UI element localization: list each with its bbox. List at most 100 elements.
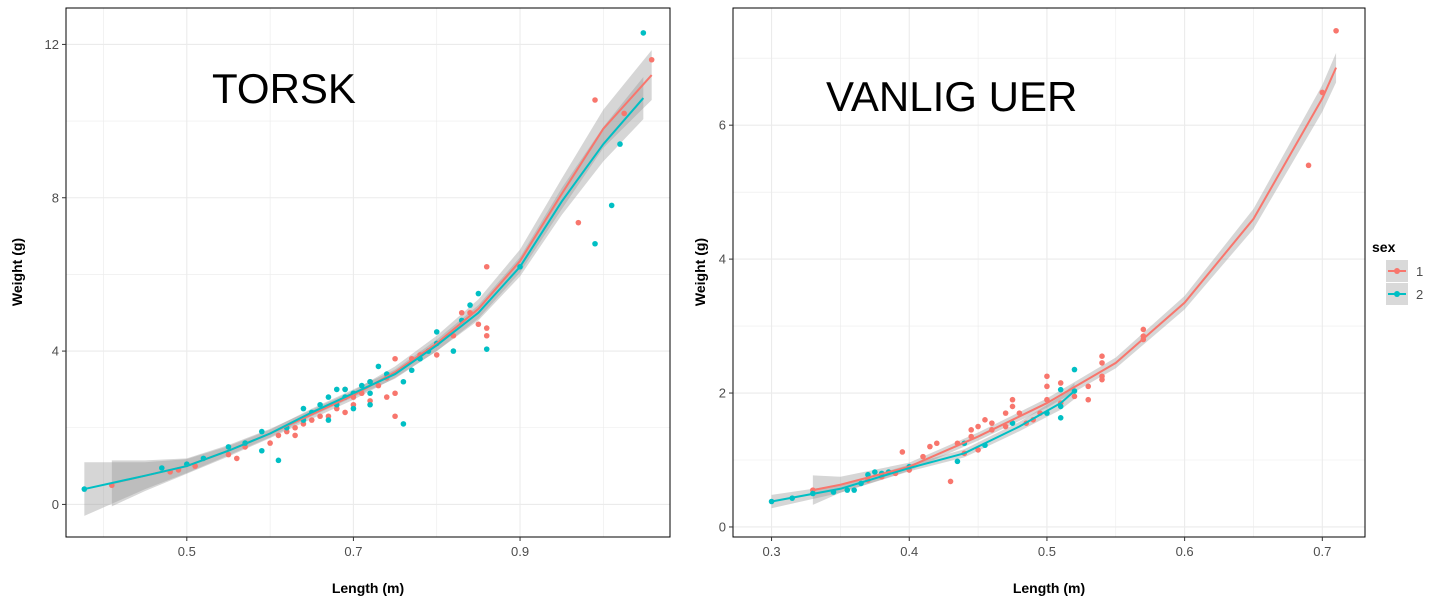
- data-point-sex-2: [258, 428, 265, 435]
- data-point-sex-1: [375, 382, 382, 389]
- data-point-sex-1: [1057, 380, 1064, 386]
- data-point-sex-2: [367, 378, 373, 385]
- data-point-sex-1: [947, 478, 954, 485]
- data-point-sex-1: [342, 409, 348, 416]
- y-tick-label: 0: [719, 519, 726, 534]
- data-point-sex-1: [927, 443, 933, 450]
- panel-title: TORSK: [212, 65, 356, 112]
- data-point-sex-1: [392, 413, 398, 420]
- data-point-sex-1: [975, 423, 981, 430]
- data-point-sex-2: [367, 390, 373, 397]
- data-point-sex-1: [242, 444, 248, 450]
- plot-border: [732, 7, 1366, 538]
- data-point-sex-1: [968, 427, 975, 433]
- confidence-band-sex-2: [84, 77, 644, 516]
- data-point-sex-1: [392, 355, 398, 362]
- x-tick-label: 0.5: [178, 544, 196, 559]
- data-point-sex-1: [350, 401, 357, 408]
- data-point-sex-1: [483, 263, 490, 270]
- data-point-sex-2: [954, 458, 961, 465]
- data-point-sex-1: [367, 398, 373, 404]
- data-point-sex-2: [872, 469, 878, 475]
- data-point-sex-1: [975, 447, 981, 453]
- x-tick-label: 0.6: [1176, 544, 1194, 559]
- data-point-sex-1: [300, 421, 307, 427]
- data-point-sex-1: [433, 352, 440, 358]
- legend-label-2: 2: [1416, 287, 1423, 302]
- data-point-sex-1: [325, 413, 332, 420]
- y-tick-label: 2: [719, 386, 726, 401]
- data-point-sex-1: [1044, 373, 1050, 380]
- data-point-sex-1: [1099, 360, 1105, 366]
- data-point-sex-1: [648, 56, 655, 63]
- y-tick-label: 8: [52, 190, 59, 205]
- data-point-sex-2: [225, 444, 232, 450]
- data-point-sex-1: [292, 432, 298, 439]
- data-point-sex-2: [475, 290, 482, 297]
- panel-torsk: 0.5 0.7 0.9 0 4 8 12 Length (m) Weight (g) TORSK: [9, 7, 671, 596]
- data-point-sex-2: [317, 401, 323, 408]
- data-point-sex-2: [408, 367, 415, 374]
- x-axis-label: Length (m): [332, 580, 404, 596]
- data-point-sex-1: [1002, 423, 1009, 430]
- data-point-sex-1: [317, 413, 323, 420]
- data-point-sex-1: [989, 420, 995, 426]
- data-point-sex-2: [81, 486, 88, 492]
- data-point-sex-1: [333, 405, 340, 412]
- data-point-sex-1: [1009, 396, 1016, 403]
- data-point-sex-1: [982, 417, 988, 423]
- data-point-sex-1: [1071, 393, 1078, 400]
- data-point-sex-1: [483, 325, 490, 331]
- data-point-sex-1: [233, 455, 240, 462]
- legend: sex 1 2: [1372, 239, 1423, 305]
- data-point-sex-1: [275, 432, 282, 439]
- data-point-sex-2: [300, 405, 307, 412]
- legend-key-2: [1386, 283, 1408, 305]
- data-point-sex-2: [400, 378, 407, 385]
- data-point-sex-1: [592, 97, 598, 103]
- fit-line-sex-2: [771, 390, 1076, 503]
- x-tick-label: 0.7: [344, 544, 362, 559]
- y-axis-label: Weight (g): [9, 238, 25, 306]
- data-point-sex-1: [575, 219, 582, 226]
- data-point-sex-2: [844, 487, 851, 493]
- data-point-sex-2: [450, 348, 457, 354]
- data-point-sex-1: [1009, 403, 1016, 410]
- data-point-sex-1: [292, 424, 298, 431]
- data-point-sex-1: [1099, 376, 1105, 383]
- data-point-sex-2: [865, 471, 871, 478]
- data-point-sex-2: [640, 30, 647, 36]
- data-point-sex-2: [400, 421, 407, 427]
- plot-area: [733, 8, 1365, 537]
- data-point-sex-1: [1085, 383, 1092, 390]
- data-point-sex-2: [350, 405, 357, 412]
- data-point-sex-2: [159, 465, 165, 471]
- data-point-sex-2: [483, 346, 490, 352]
- fit-line-sex-1: [812, 67, 1337, 492]
- y-tick-label: 0: [52, 497, 59, 512]
- data-point-sex-1: [1016, 410, 1023, 416]
- y-axis-label: Weight (g): [692, 238, 708, 306]
- panel-vanlig-uer: 0.3 0.4 0.5 0.6 0.7 0 2 4 6 Length (m) Weight (g) V…: [692, 7, 1366, 596]
- data-point-sex-1: [1333, 27, 1339, 34]
- data-point-sex-2: [467, 302, 473, 308]
- x-axis-label: Length (m): [1013, 580, 1085, 596]
- data-point-sex-1: [1305, 162, 1312, 169]
- data-point-sex-1: [192, 463, 198, 469]
- data-point-sex-2: [617, 141, 623, 147]
- data-point-sex-2: [851, 487, 857, 493]
- data-point-sex-2: [358, 382, 365, 389]
- x-tick-label: 0.5: [1038, 544, 1056, 559]
- panel-title: VANLIG UER: [826, 73, 1077, 120]
- data-point-sex-1: [1085, 396, 1092, 403]
- data-point-sex-2: [333, 386, 340, 393]
- y-tick-label: 4: [719, 252, 726, 267]
- data-point-sex-1: [483, 332, 490, 339]
- data-point-sex-1: [1002, 410, 1009, 416]
- plot-border: [65, 7, 671, 538]
- data-point-sex-1: [920, 453, 926, 460]
- y-tick-label: 6: [719, 118, 726, 133]
- legend-key-1: [1386, 260, 1408, 282]
- data-point-sex-2: [275, 457, 282, 464]
